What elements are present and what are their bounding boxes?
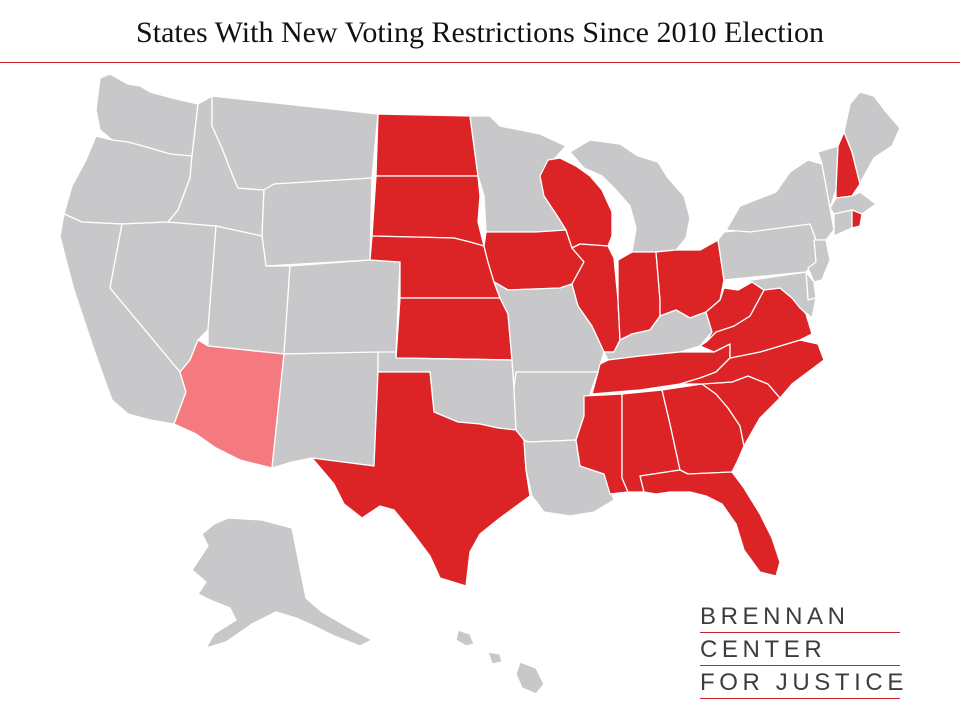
state-RI [851,209,863,229]
state-FL [639,469,781,577]
logo-line-for-justice: FOR JUSTICE [700,669,908,699]
state-NY [725,159,835,241]
state-HI-3 [515,661,545,695]
state-SD [371,175,485,247]
state-KS [395,297,513,361]
state-HI-2 [487,651,503,665]
title-divider [0,62,960,63]
state-ND [375,113,479,177]
state-CO [283,259,401,355]
state-ME [843,91,901,185]
state-HI [455,629,475,647]
state-NM [271,351,379,469]
state-NJ [807,239,831,283]
state-WI [539,157,613,249]
state-CT [833,209,853,237]
logo-line-brennan: BRENNAN [700,602,900,633]
state-MI [569,139,691,253]
state-VT [817,145,839,209]
logo-line-center: CENTER [700,635,900,666]
state-NC [679,339,825,399]
map-title: States With New Voting Restrictions Sinc… [136,16,824,49]
state-PA [717,223,819,281]
state-WY [261,177,373,267]
state-TX [311,371,531,587]
state-AK [191,517,373,649]
brennan-center-logo: BRENNAN CENTER FOR JUSTICE [700,602,908,699]
state-MD [737,271,817,319]
state-MT [211,95,379,191]
state-WV [705,281,765,343]
state-AZ [173,339,285,469]
